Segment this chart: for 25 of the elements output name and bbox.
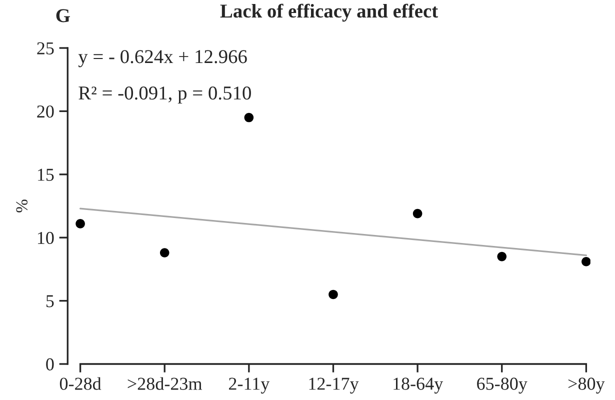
point — [244, 112, 254, 122]
x-tick-label: 65-80y — [477, 378, 528, 394]
point — [160, 248, 170, 258]
point — [582, 256, 590, 266]
point — [76, 219, 85, 228]
y-tick-label: 0 — [46, 358, 54, 370]
annotation: R² = -0.091, p = 0.510 — [78, 86, 251, 104]
x-tick-label: 0-28d — [60, 377, 102, 390]
point — [328, 290, 338, 300]
point — [412, 208, 422, 218]
x-tick-label: 2-11y — [228, 378, 270, 394]
text: G — [56, 9, 70, 22]
x-tick-label: 12-17y — [309, 378, 359, 394]
y-tick-label: 5 — [46, 295, 54, 308]
x-tick-label: >80y — [568, 378, 605, 394]
annotation: y = - 0.624x + 12.966 — [78, 50, 247, 68]
point — [497, 252, 507, 262]
y-tick-label: 20 — [37, 105, 54, 118]
y-tick-label: 15 — [38, 168, 54, 181]
y-tick-label: 10 — [38, 232, 54, 244]
y-axis-title: % — [16, 200, 28, 212]
y-tick-label: 25 — [37, 42, 54, 54]
x-tick-label: 18-64y — [394, 378, 444, 394]
chart-title: Lack of efficacy and effect — [220, 4, 438, 22]
x-tick-label: >28d-23m — [128, 377, 202, 390]
